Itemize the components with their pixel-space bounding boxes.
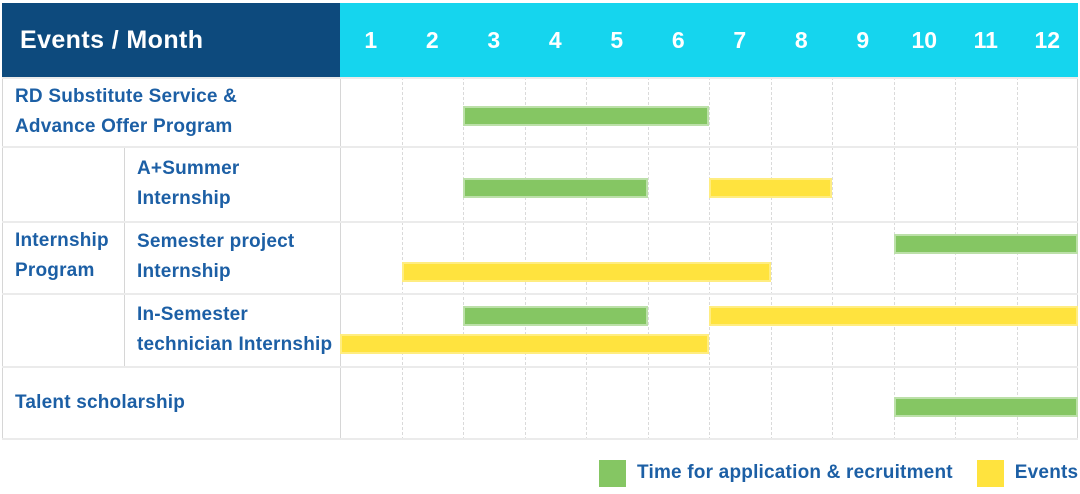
month-header-3: 3 — [487, 26, 501, 53]
table-border-horizontal — [2, 366, 1078, 368]
label-line: technician Internship — [137, 333, 333, 355]
application-bar — [463, 177, 648, 198]
label-line: Advance Offer Program — [15, 115, 233, 137]
label-line: Semester project — [137, 231, 295, 252]
month-gridline — [770, 77, 772, 440]
month-header-6: 6 — [671, 26, 685, 53]
month-gridline — [955, 77, 956, 440]
row-label-a-summer-internship: A+Summer Internship — [124, 146, 340, 221]
month-header-10: 10 — [911, 26, 938, 53]
label-line: A+Summer — [137, 157, 240, 179]
month-header-4: 4 — [548, 26, 562, 53]
month-header-12: 12 — [1034, 26, 1061, 53]
table-border-horizontal — [2, 77, 1078, 79]
legend-label: Events — [1014, 462, 1079, 483]
month-gridline — [524, 77, 526, 440]
legend-item: Events — [976, 459, 1079, 487]
chart-legend: Time for application & recruitment Events — [599, 459, 1078, 487]
application-swatch — [599, 459, 626, 487]
month-gridline — [893, 77, 895, 440]
row-label-semester-project-internship: Semester project Internship — [124, 221, 340, 293]
table-border-horizontal — [2, 146, 1078, 148]
month-gridline — [647, 77, 649, 440]
label-line: Internship — [137, 261, 231, 282]
application-bar — [893, 234, 1078, 254]
label-line: RD Substitute Service & — [15, 85, 238, 107]
row-label-talent-scholarship: Talent scholarship — [2, 366, 340, 440]
month-header-2: 2 — [425, 26, 439, 53]
row-label-in-semester-technician-internship: In-Semester technician Internship — [124, 293, 340, 366]
application-bar — [893, 397, 1078, 417]
event-bar — [709, 177, 832, 198]
month-gridline — [1016, 77, 1018, 440]
month-gridline — [586, 77, 587, 440]
label-line: Internship — [15, 230, 109, 251]
month-gridline — [401, 77, 403, 440]
table-border-vertical — [340, 77, 341, 440]
month-gridline — [463, 77, 464, 440]
group-label-internship-program: Internship Program — [2, 146, 124, 366]
application-bar — [463, 306, 648, 326]
month-header-7: 7 — [733, 26, 747, 53]
label-line: Internship — [137, 187, 231, 209]
legend-label: Time for application & recruitment — [637, 462, 953, 483]
month-header-1: 1 — [364, 26, 378, 53]
table-border-horizontal — [2, 293, 1078, 295]
event-swatch — [976, 459, 1004, 487]
application-bar — [463, 105, 709, 126]
table-border-horizontal — [2, 438, 1078, 440]
event-bar — [401, 262, 771, 282]
label-line: Talent scholarship — [15, 392, 186, 413]
label-line: In-Semester — [137, 303, 248, 325]
month-header-row: 1 2 3 4 5 6 7 8 9 10 11 12 — [340, 3, 1078, 77]
table-border-vertical — [124, 146, 125, 366]
table-border-vertical — [2, 77, 3, 440]
month-gridline — [832, 77, 833, 440]
month-header-9: 9 — [856, 26, 870, 53]
table-border-horizontal — [2, 221, 1078, 223]
month-header-11: 11 — [973, 26, 998, 53]
month-gridline — [709, 77, 710, 440]
legend-item: Time for application & recruitment — [599, 459, 953, 487]
month-header-5: 5 — [610, 26, 624, 53]
event-bar — [340, 334, 709, 354]
label-line: Program — [15, 260, 95, 281]
row-label-rd-substitute: RD Substitute Service & Advance Offer Pro… — [2, 77, 340, 146]
table-border-vertical — [1077, 77, 1078, 440]
event-bar — [709, 306, 1078, 326]
table-header-title: Events / Month — [2, 3, 340, 77]
month-header-8: 8 — [794, 26, 808, 53]
